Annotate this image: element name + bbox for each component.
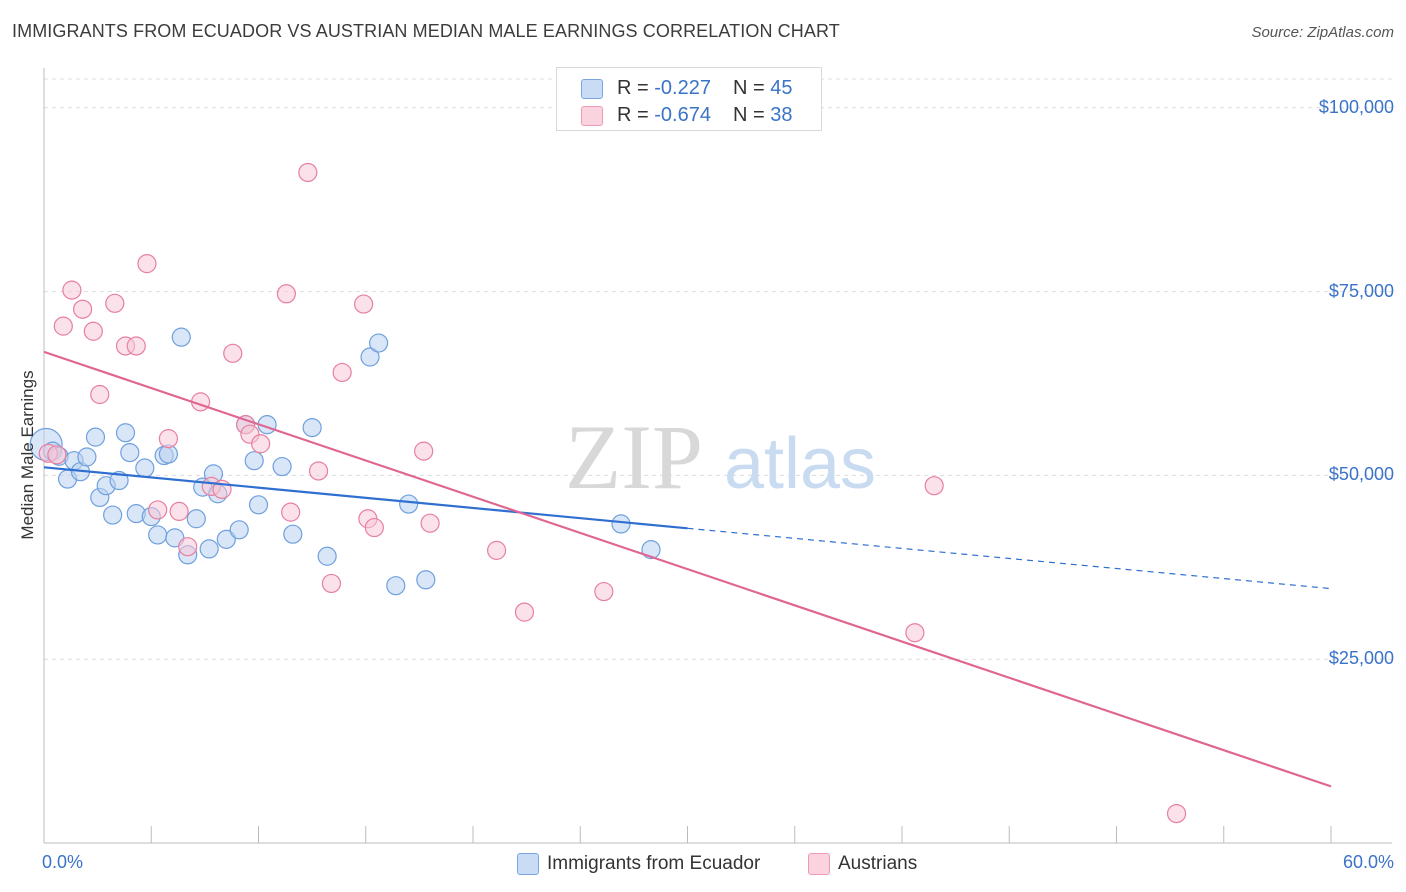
legend-label: Immigrants from Ecuador [547,853,761,874]
data-point [332,362,352,383]
y-axis-label: Median Male Earnings [18,370,37,540]
data-point [83,321,103,341]
data-point [364,517,384,538]
stats-row-austrians: R = -0.674 N = 38 [557,102,821,130]
data-point [47,445,67,465]
series-points-0 [29,327,661,596]
data-point [360,347,380,367]
legend-swatch [808,853,830,875]
data-point [514,602,535,622]
data-point [169,501,189,522]
data-point [77,447,97,467]
data-point [223,343,243,363]
y-tick-label: $75,000 [1328,280,1394,301]
stats-legend: R = -0.227 N = 45 R = -0.674 N = 38 [556,67,822,131]
data-point [105,293,125,313]
y-tick-label: $25,000 [1328,648,1394,669]
data-point [186,509,206,529]
data-point [148,500,168,520]
data-point [1166,803,1187,824]
r-value-austrians: -0.674 [654,104,711,126]
data-point [905,623,925,643]
data-point [298,162,318,183]
data-point [248,495,269,515]
data-point [281,502,301,522]
data-point [85,427,106,447]
data-point [135,458,155,478]
trend-line-ecuador-extension [687,527,1332,590]
legend-swatch-austrians [581,106,603,126]
x-tick-label-max: 60.0% [1342,852,1394,872]
data-point [216,529,236,549]
data-point [199,539,219,559]
data-point [414,441,434,461]
data-point [369,333,389,353]
data-point [399,494,419,514]
y-tick-label: $50,000 [1328,464,1394,485]
data-point [594,581,614,602]
data-point [317,546,337,566]
watermark: ZIP atlas [565,406,876,508]
data-point [53,316,73,336]
trend-line-austrians [43,350,1332,788]
watermark-zip: ZIP [565,406,703,508]
data-point [148,525,168,545]
watermark-atlas: atlas [724,424,876,504]
data-point [73,299,93,319]
data-point [486,540,507,560]
data-point [178,537,198,557]
data-point [420,513,440,533]
data-points [29,162,1187,824]
data-point [137,254,157,274]
data-point [283,524,303,544]
x-tick-label-min: 0.0% [42,852,84,872]
data-point [62,280,82,300]
data-point [354,294,374,314]
data-point [386,576,406,596]
data-point [126,336,146,356]
n-value-austrians: 38 [770,104,793,126]
data-point [611,514,631,534]
y-tick-label: $100,000 [1318,96,1394,117]
series-legend: Immigrants from Ecuador Austrians [0,852,1406,878]
data-point [251,434,271,454]
data-point [321,573,342,594]
data-point [308,461,329,481]
data-point [272,456,292,477]
r-value-ecuador: -0.227 [654,77,711,99]
chart-title: IMMIGRANTS FROM ECUADOR VS AUSTRIAN MEDI… [12,21,840,41]
data-point [171,327,191,347]
data-point [229,520,249,540]
data-point [924,476,944,496]
data-point [302,417,322,438]
stats-row-ecuador: R = -0.227 N = 45 [557,75,821,103]
n-value-ecuador: 45 [770,77,793,99]
data-point [103,505,123,525]
data-point [90,384,110,405]
data-point [416,570,436,590]
series-points-1 [38,162,1187,824]
data-point [120,442,140,463]
trend-lines [43,350,1332,788]
data-point [158,429,179,449]
trend-line-ecuador [43,466,688,530]
data-point [109,470,129,491]
gridlines [44,78,1392,660]
data-point [244,451,264,471]
legend-swatch [517,853,539,875]
legend-swatch-ecuador [581,79,603,99]
data-point [115,423,136,443]
legend-label: Austrians [838,853,918,874]
data-point [276,284,296,304]
source-label: Source: ZipAtlas.com [1251,24,1394,41]
